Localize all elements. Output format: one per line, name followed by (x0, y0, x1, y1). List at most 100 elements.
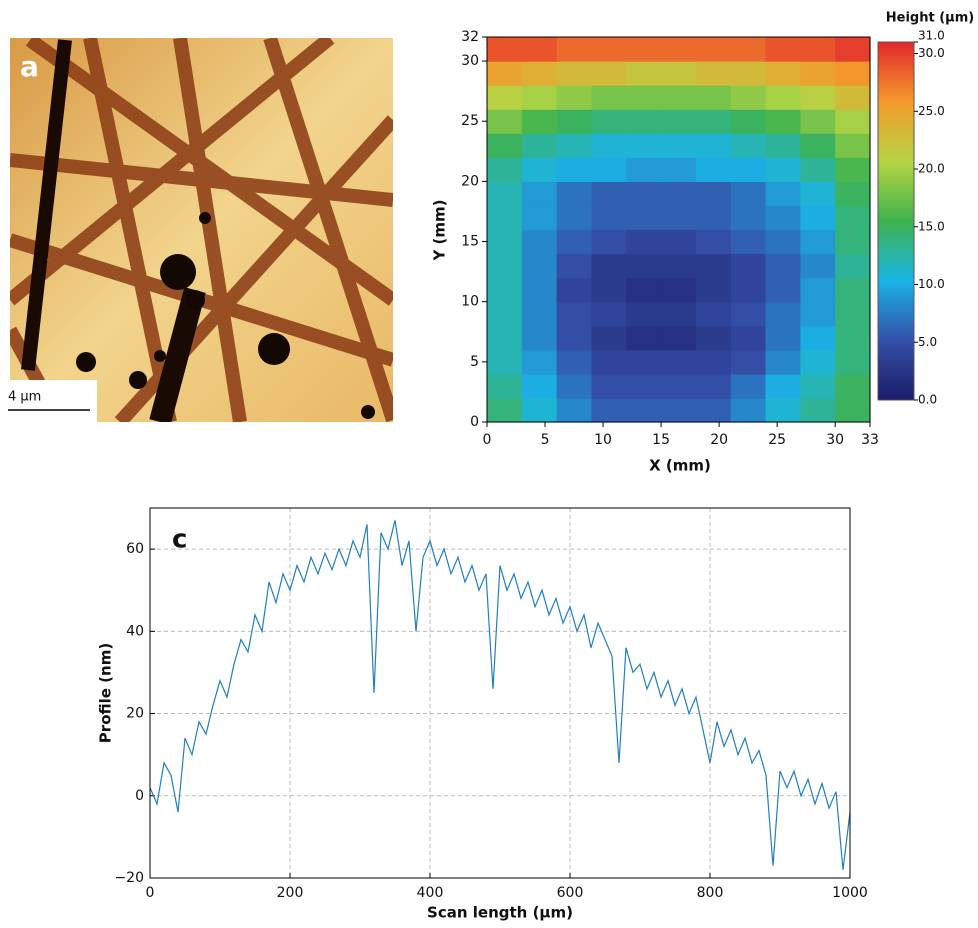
heatmap-cell (556, 109, 593, 134)
heatmap-cell (800, 133, 836, 158)
plot-frame (149, 507, 851, 879)
heatmap-cell (835, 253, 871, 279)
heatmap-cell (661, 277, 697, 303)
heatmap-cell (695, 133, 732, 158)
heatmap-cell (800, 85, 836, 110)
heatmap-cell (626, 349, 662, 375)
y-tick-label: 40 (126, 623, 144, 639)
heatmap-cell (765, 157, 801, 182)
y-axis-label: Y (mm) (431, 199, 449, 261)
heatmap-cell (521, 133, 558, 158)
heatmap-cell (800, 109, 836, 134)
heatmap-cell (800, 61, 836, 86)
heatmap-cell (487, 133, 523, 158)
heatmap-cell (556, 85, 593, 110)
heatmap-cell (556, 61, 593, 86)
heatmap-cell (487, 181, 523, 207)
colorbar-tick-label: 25.0 (918, 104, 945, 118)
heatmap-cell (521, 229, 558, 255)
x-tick-label: 15 (652, 432, 670, 448)
heatmap-cell (626, 229, 662, 255)
heatmap-cell (730, 325, 767, 351)
heatmap-cell (765, 253, 801, 279)
heatmap-cell (800, 229, 836, 255)
heatmap-cell (521, 325, 558, 351)
heatmap-cell (487, 373, 523, 399)
heatmap-cell (487, 61, 523, 86)
heatmap-cell (626, 181, 662, 207)
heatmap-cell (591, 397, 627, 423)
heatmap-cell (730, 109, 767, 134)
heatmap-cell (591, 61, 627, 86)
heatmap-cell (695, 373, 732, 399)
x-tick-label: 33 (861, 432, 879, 448)
heatmap-cell (556, 157, 593, 182)
heatmap-cell (765, 85, 801, 110)
heatmap-cell (626, 133, 662, 158)
heatmap-cell (661, 253, 697, 279)
heatmap-cell (835, 37, 871, 62)
heatmap-cell (695, 181, 732, 207)
heatmap-cell (730, 85, 767, 110)
colorbar (877, 41, 915, 401)
y-tick-label: 25 (461, 113, 479, 129)
heatmap-cell (730, 37, 767, 62)
heatmap-cell (626, 325, 662, 351)
colorbar-tick-label: 10.0 (918, 277, 945, 291)
x-tick-label: 400 (417, 885, 444, 901)
heatmap-cell (487, 229, 523, 255)
heatmap-cell (591, 253, 627, 279)
heatmap-cell (730, 205, 767, 231)
heatmap-cell (765, 277, 801, 303)
heatmap-cell (487, 157, 523, 182)
heatmap-cell (661, 181, 697, 207)
heatmap-cell (626, 157, 662, 182)
y-tick-label: 0 (135, 788, 144, 804)
heatmap-cell (835, 157, 871, 182)
heatmap-cell (556, 277, 593, 303)
x-tick-label: 600 (557, 885, 584, 901)
heatmap-cell (591, 373, 627, 399)
heatmap-cell (591, 325, 627, 351)
heatmap-cell (695, 109, 732, 134)
heatmap-cell (695, 349, 732, 375)
panel-label: a (20, 50, 39, 83)
y-tick-label: 10 (461, 294, 479, 310)
x-axis-label: X (mm) (649, 457, 711, 475)
heatmap-cell (730, 397, 767, 423)
heatmap-cell (835, 325, 871, 351)
heatmap-cell (487, 325, 523, 351)
heatmap-cell (661, 373, 697, 399)
y-tick-label: 15 (461, 234, 479, 250)
heatmap-cell (626, 205, 662, 231)
heatmap-cell (730, 157, 767, 182)
heatmap-cell (591, 301, 627, 327)
heatmap-cell (765, 349, 801, 375)
heatmap-cell (556, 181, 593, 207)
x-tick-label: 1000 (832, 885, 868, 901)
x-tick-label: 25 (768, 432, 786, 448)
heatmap-cell (661, 61, 697, 86)
heatmap-cell (730, 373, 767, 399)
heatmap-cell (591, 37, 627, 62)
heatmap-cell (800, 157, 836, 182)
heatmap-cell (626, 301, 662, 327)
x-tick-label: 0 (483, 432, 492, 448)
x-axis-label: Scan length (µm) (427, 904, 573, 922)
heatmap-cell (661, 157, 697, 182)
heatmap-cell (521, 37, 558, 62)
heatmap-cell (765, 373, 801, 399)
x-tick-label: 200 (277, 885, 304, 901)
heatmap-cell (487, 277, 523, 303)
heatmap-cell (626, 109, 662, 134)
heatmap-cell (556, 325, 593, 351)
heatmap-cell (661, 301, 697, 327)
heatmap-cell (765, 109, 801, 134)
heatmap-cell (626, 37, 662, 62)
heatmap-cell (835, 109, 871, 134)
heatmap-cell (661, 349, 697, 375)
heatmap-cell (835, 397, 871, 423)
heatmap-cell (556, 373, 593, 399)
heatmap-cell (730, 229, 767, 255)
